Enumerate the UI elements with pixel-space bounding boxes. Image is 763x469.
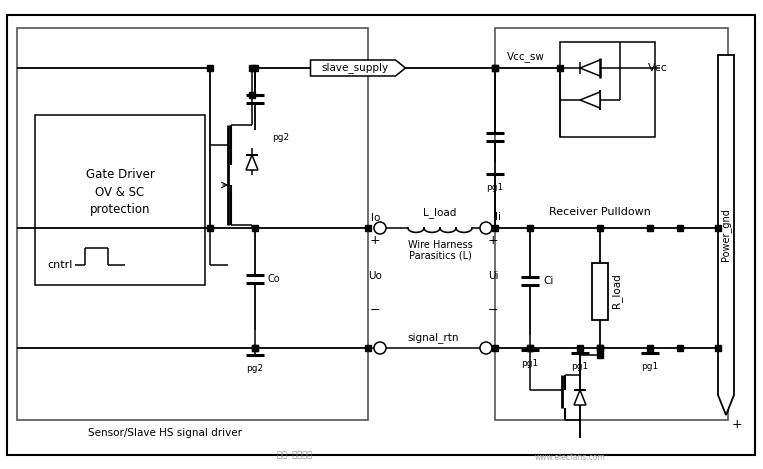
Bar <box>17 28 368 420</box>
Circle shape <box>374 222 386 234</box>
Text: R_load: R_load <box>611 273 622 309</box>
Circle shape <box>374 342 386 354</box>
Text: Vcc_sw: Vcc_sw <box>507 52 545 62</box>
Text: L_load: L_load <box>423 208 457 219</box>
Text: +: + <box>732 418 742 431</box>
Polygon shape <box>574 390 586 405</box>
Text: pg2: pg2 <box>246 364 263 373</box>
Text: Gate Driver: Gate Driver <box>85 168 154 182</box>
Bar <box>560 42 655 137</box>
Text: +: + <box>370 234 380 248</box>
Polygon shape <box>580 92 600 108</box>
Text: cntrl: cntrl <box>47 260 72 270</box>
Text: slave_supply: slave_supply <box>321 62 388 74</box>
Text: protection: protection <box>90 203 150 215</box>
Text: Uo: Uo <box>368 271 382 281</box>
Circle shape <box>480 222 492 234</box>
Text: OV & SC: OV & SC <box>95 186 145 198</box>
Text: www.elecfans.com: www.elecfans.com <box>535 454 605 462</box>
Text: pg1: pg1 <box>571 362 588 371</box>
Text: Parasitics (L): Parasitics (L) <box>408 251 472 261</box>
Text: 汽车  预警信息: 汽车 预警信息 <box>278 451 313 460</box>
Text: signal_rtn: signal_rtn <box>407 333 459 343</box>
Text: Vcc: Vcc <box>648 63 668 73</box>
Text: −: − <box>488 303 498 317</box>
Text: pg2: pg2 <box>272 133 289 142</box>
Text: Co: Co <box>268 274 281 284</box>
Polygon shape <box>246 155 258 170</box>
Text: Sensor/Slave HS signal driver: Sensor/Slave HS signal driver <box>88 428 242 438</box>
Text: Ui: Ui <box>488 271 498 281</box>
Polygon shape <box>311 60 405 76</box>
Polygon shape <box>718 55 734 415</box>
Text: pg1: pg1 <box>642 362 658 371</box>
Text: pg1: pg1 <box>486 183 504 192</box>
Circle shape <box>480 342 492 354</box>
Text: Ii: Ii <box>495 212 501 222</box>
Text: Receiver Pulldown: Receiver Pulldown <box>549 207 651 217</box>
Text: +: + <box>488 234 498 248</box>
Bar <box>35 115 205 285</box>
Polygon shape <box>580 60 600 76</box>
Text: Wire Harness: Wire Harness <box>407 240 472 250</box>
Text: −: − <box>370 303 380 317</box>
Text: Ci: Ci <box>543 276 553 286</box>
Text: Power_gnd: Power_gnd <box>720 209 732 261</box>
Bar <box>495 28 728 420</box>
Text: pg1: pg1 <box>521 359 539 368</box>
Bar <box>592 263 608 320</box>
Text: Io: Io <box>372 213 381 223</box>
